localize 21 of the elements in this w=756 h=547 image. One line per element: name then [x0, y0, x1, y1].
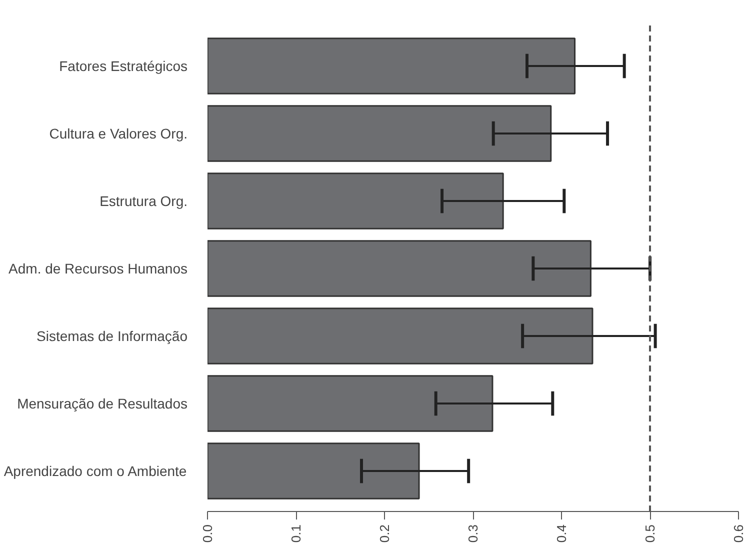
bar: [208, 38, 576, 94]
x-tick-label: 0.4: [554, 524, 569, 543]
bar: [208, 442, 420, 500]
y-tick-label: Estrutura Org.: [100, 193, 188, 209]
y-tick-label: Aprendizado com o Ambiente: [4, 463, 187, 479]
bar: [208, 375, 494, 432]
bar: [208, 172, 504, 230]
bar: [208, 240, 592, 297]
x-tick-label: 0.2: [377, 524, 392, 543]
bar: [208, 105, 552, 162]
y-tick-label: Mensuração de Resultados: [17, 396, 188, 412]
x-tick-label: 0.1: [288, 524, 304, 543]
y-tick-label: Cultura e Valores Org.: [49, 126, 188, 142]
x-tick-label: 0.3: [466, 524, 480, 543]
y-tick-label: Fatores Estratégicos: [59, 58, 188, 74]
x-tick-label: 0.5: [642, 524, 658, 543]
y-tick-label: Adm. de Recursos Humanos: [8, 260, 188, 276]
x-tick-label: 0.6: [731, 524, 746, 543]
bar: [208, 308, 594, 364]
y-tick-label: Sistemas de Informação: [36, 328, 188, 344]
x-tick-label: 0.0: [200, 524, 215, 543]
